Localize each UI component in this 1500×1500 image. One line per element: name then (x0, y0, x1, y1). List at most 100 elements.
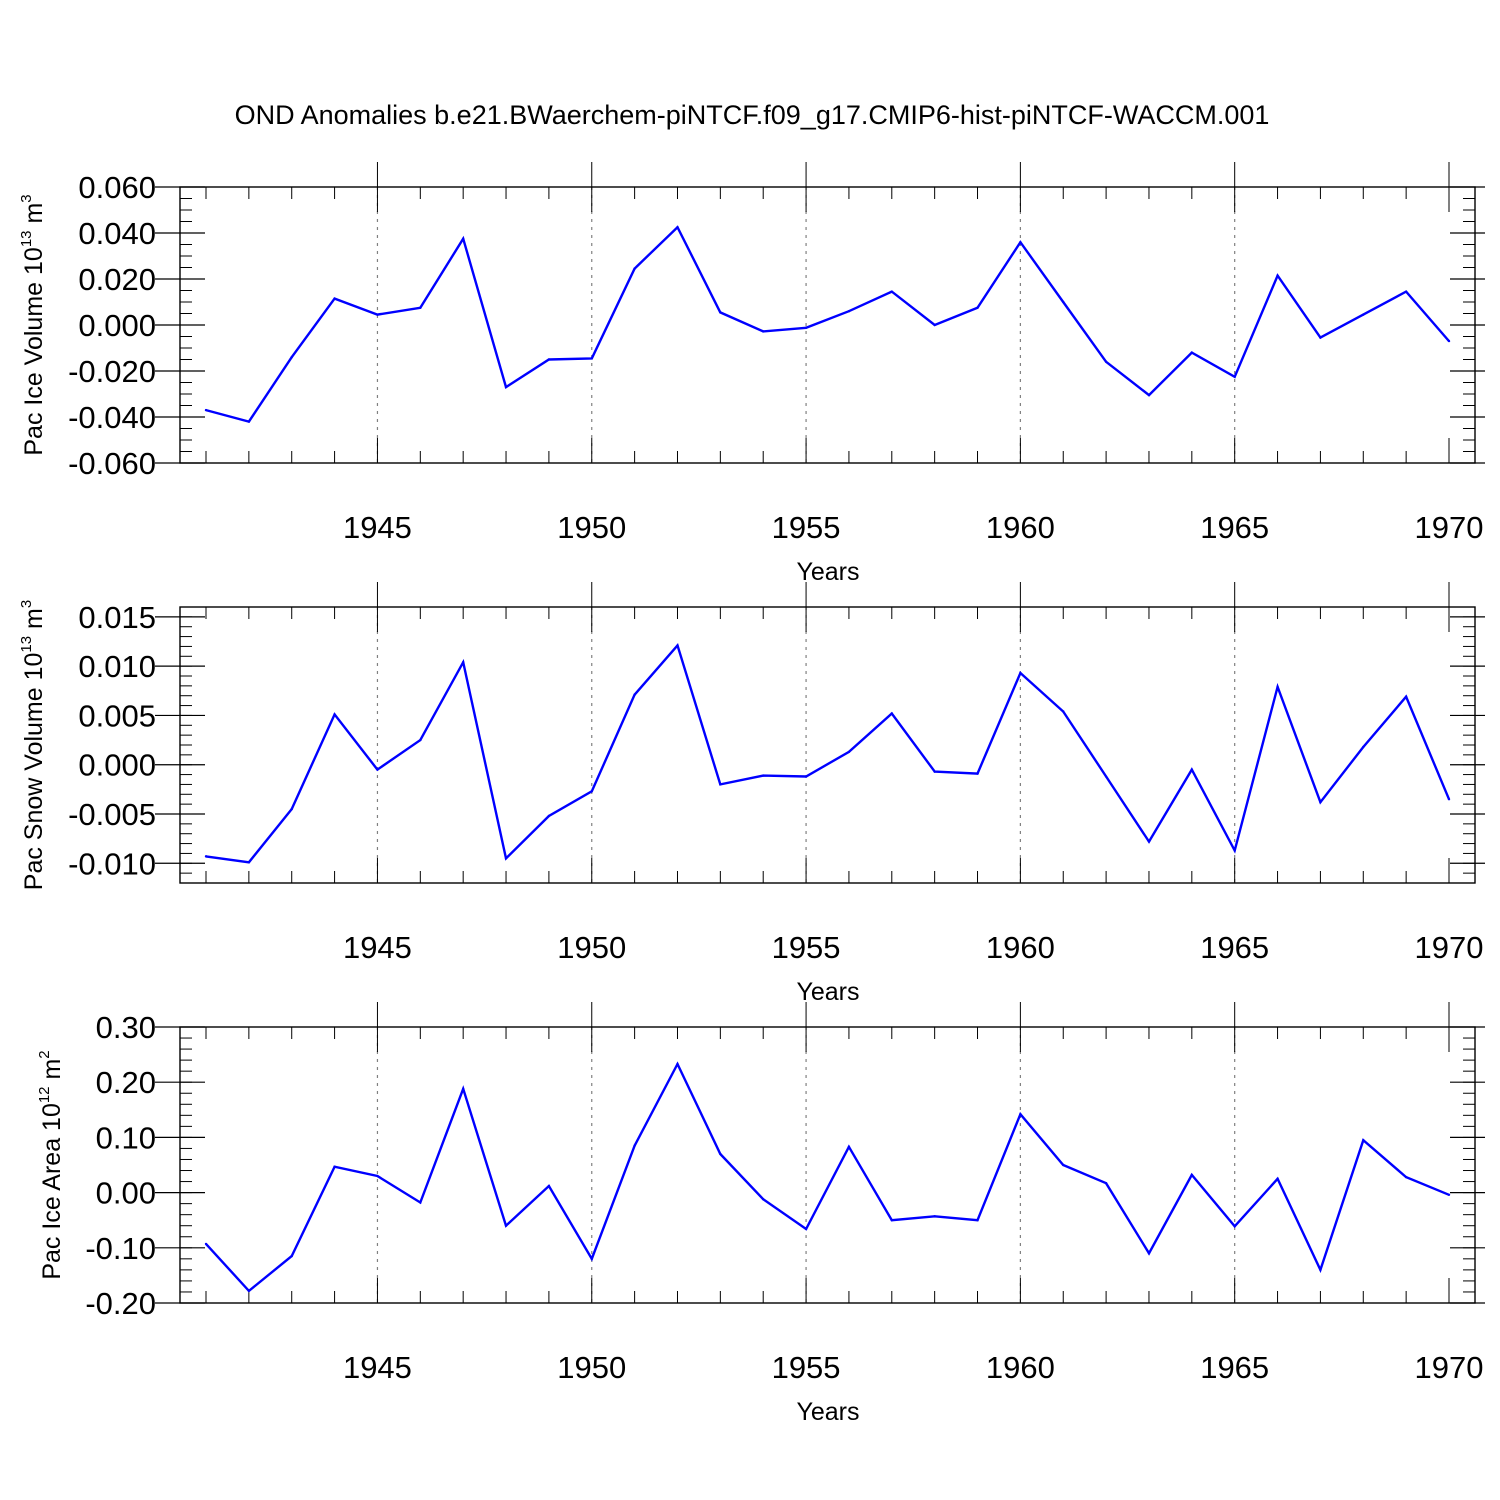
x-tick-label: 1955 (772, 930, 841, 965)
y-axis-label-text: Pac Ice Volume 10 (20, 247, 48, 455)
data-point (1019, 241, 1022, 244)
y-axis-label-text: Pac Snow Volume 10 (20, 653, 48, 891)
data-point (1104, 775, 1108, 778)
x-tick-label: 1965 (1200, 510, 1269, 545)
data-point (676, 1062, 679, 1066)
data-point (676, 644, 679, 647)
x-axis-label: Years (796, 558, 859, 586)
data-point (504, 857, 508, 860)
x-tick-label: 1965 (1200, 1350, 1269, 1385)
x-tick-label: 1945 (343, 930, 412, 965)
data-point (376, 313, 379, 316)
y-tick-label: -0.20 (85, 1286, 156, 1321)
y-tick-label: 0.30 (96, 1010, 156, 1045)
data-point (762, 774, 765, 777)
data-point (290, 1254, 293, 1258)
y-tick-label: 0.00 (96, 1176, 156, 1211)
data-point (719, 1152, 722, 1156)
x-axis-label: Years (796, 978, 859, 1006)
series-line (205, 225, 1450, 423)
series-line (205, 642, 1451, 864)
x-tick-label: 1950 (557, 930, 626, 965)
y-tick-label: 0.000 (78, 308, 156, 343)
data-point (633, 693, 636, 696)
y-axis-label-exponent: 3 (18, 194, 35, 202)
data-point (1447, 339, 1451, 343)
x-tick-label: 1960 (986, 930, 1055, 965)
data-point (762, 1198, 765, 1201)
y-tick-label: 0.000 (78, 748, 156, 783)
y-axis-label-text: Pac Ice Area 10 (38, 1103, 66, 1280)
data-point (1233, 375, 1236, 378)
x-tick-label: 1970 (1415, 1350, 1484, 1385)
data-point (1276, 274, 1279, 277)
data-point (1362, 745, 1365, 749)
data-point (1062, 300, 1065, 304)
data-point (1104, 1182, 1108, 1185)
panel-1: -0.060 -0.040 -0.020 0.000 0.020 0.040 0.060 19… (18, 162, 1485, 586)
data-point (1276, 1177, 1279, 1181)
y-axis-label-exponent: 13 (18, 636, 35, 653)
x-tick-label: 1960 (986, 510, 1055, 545)
data-point (419, 1201, 422, 1204)
x-tick-label: 1960 (986, 1350, 1055, 1385)
data-point (1147, 393, 1151, 397)
x-tick-label: 1970 (1415, 930, 1484, 965)
data-point (719, 783, 722, 786)
data-point (204, 408, 208, 412)
data-point (804, 326, 808, 329)
data-point (847, 310, 851, 313)
data-point (247, 1289, 251, 1293)
data-point (633, 267, 636, 270)
data-point (1276, 685, 1279, 689)
data-point (633, 1144, 636, 1147)
data-point (376, 1174, 379, 1178)
x-axis-label: Years (796, 1398, 859, 1426)
data-point (804, 1227, 808, 1231)
panel-2: -0.010 -0.005 0.000 0.005 0.010 0.015 1945 1950… (18, 582, 1485, 1006)
data-point (290, 807, 293, 811)
y-tick-label: 0.010 (78, 649, 156, 684)
data-point (547, 358, 551, 361)
data-point (290, 356, 293, 359)
x-tick-label: 1970 (1415, 510, 1484, 545)
y-tick-label: -0.040 (68, 400, 156, 435)
data-point (890, 712, 893, 715)
data-point (247, 420, 251, 423)
data-point (1319, 800, 1322, 804)
y-tick-label: 0.060 (78, 170, 156, 205)
plot-frame (179, 1026, 1476, 1304)
data-point (804, 775, 808, 778)
y-tick-label: -0.005 (68, 797, 156, 832)
x-tick-label: 1955 (772, 510, 841, 545)
data-point (1447, 1193, 1451, 1197)
data-point (1190, 768, 1194, 771)
data-point (1062, 710, 1065, 713)
data-point (1190, 351, 1194, 354)
data-point (676, 226, 679, 229)
data-point (719, 311, 722, 314)
y-axis-label-exponent: 13 (18, 230, 35, 247)
data-point (333, 713, 336, 716)
data-point (1404, 1175, 1408, 1179)
data-point (1019, 1113, 1022, 1116)
y-axis-label: Pac Ice Volume 1013 m3 (18, 194, 48, 455)
x-tick-label: 1965 (1200, 930, 1269, 965)
x-tick-label: 1950 (557, 1350, 626, 1385)
y-axis-label-text: m (38, 1059, 66, 1087)
y-tick-label: -0.020 (68, 354, 156, 389)
data-point (547, 1184, 551, 1188)
y-axis-label-exponent: 12 (36, 1086, 53, 1103)
data-point (933, 1215, 936, 1218)
x-tick-label: 1950 (557, 510, 626, 545)
y-tick-label: -0.10 (85, 1231, 156, 1266)
y-axis-label-text: m (20, 608, 48, 636)
data-point (890, 290, 893, 293)
y-tick-label: -0.010 (68, 846, 156, 881)
y-axis-label: Pac Snow Volume 1013 m3 (18, 600, 48, 890)
data-point (547, 814, 551, 818)
data-point (376, 768, 379, 771)
data-point (1233, 1225, 1236, 1228)
data-point (933, 323, 936, 327)
